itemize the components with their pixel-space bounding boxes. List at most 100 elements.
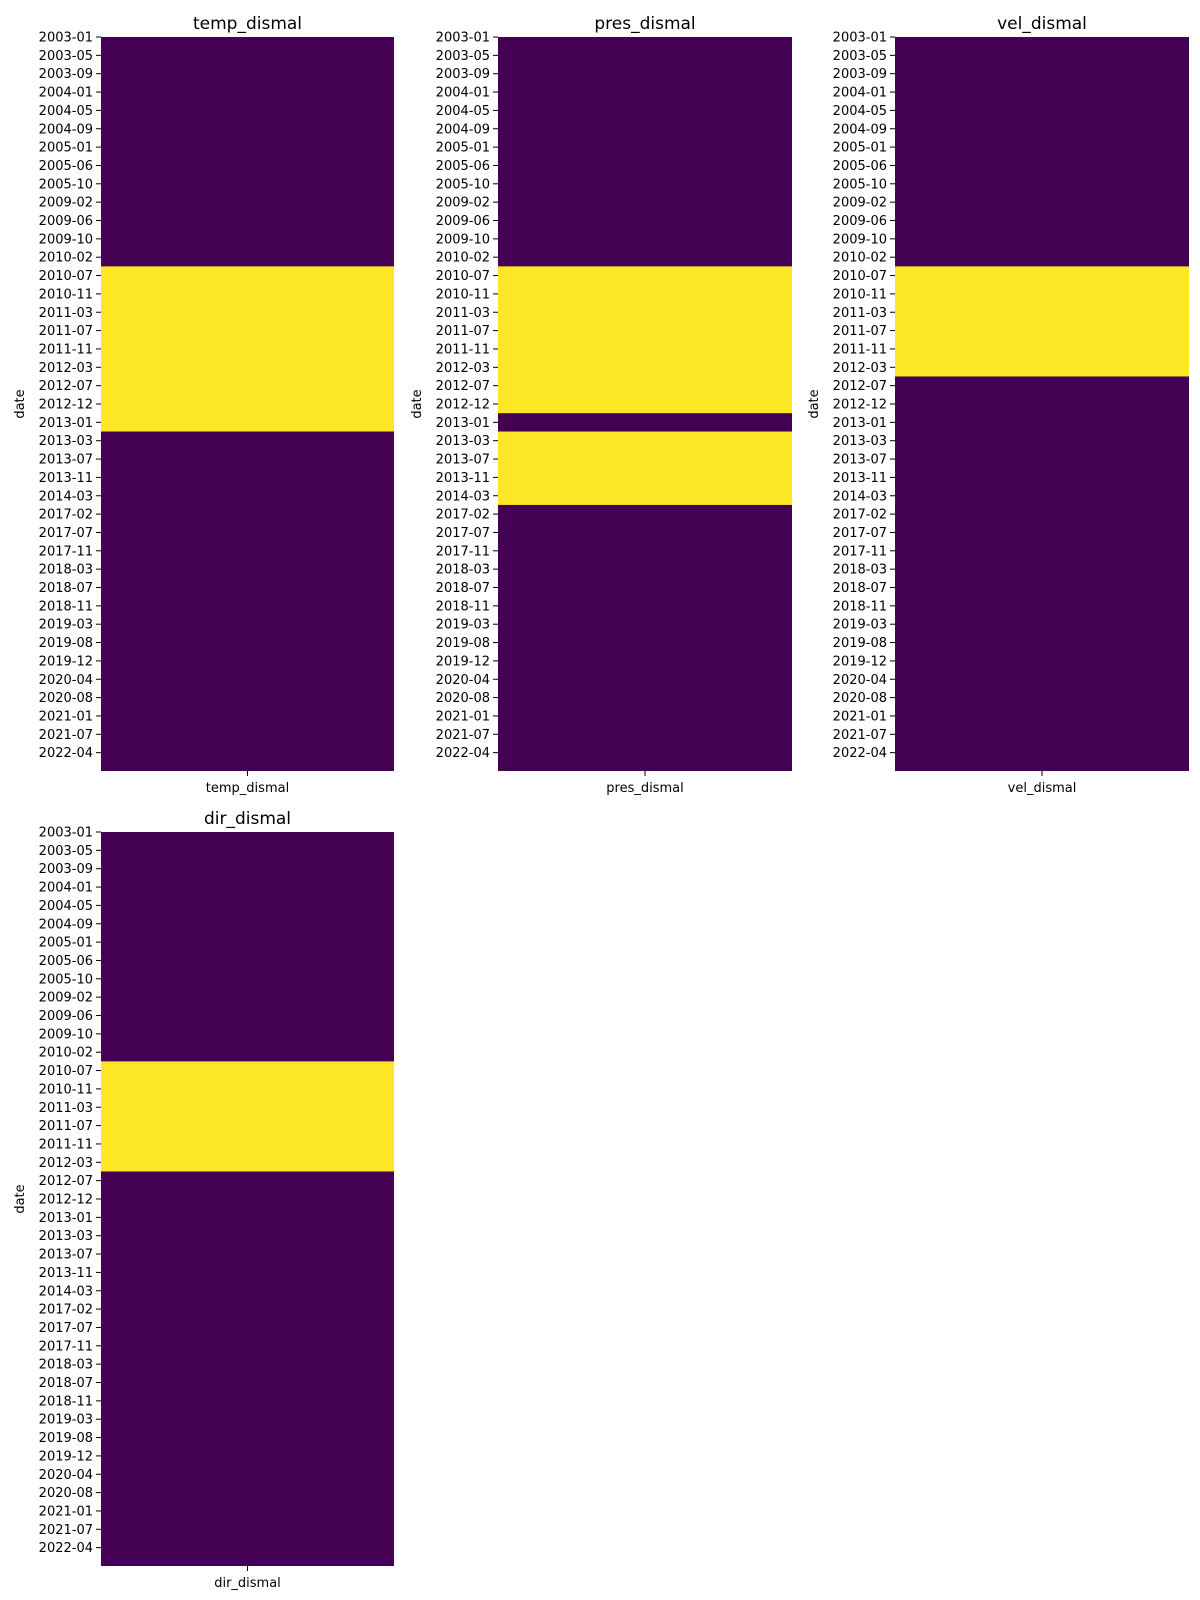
y-tick-label: 2020-08 [833, 691, 887, 706]
heatmap-background-cell [101, 832, 394, 1566]
panel-title: temp_dismal [193, 14, 302, 34]
y-tick-label: 2021-01 [39, 1504, 93, 1519]
y-tick-label: 2017-11 [39, 544, 93, 559]
y-tick-label: 2013-03 [436, 434, 490, 449]
y-tick-label: 2011-11 [39, 1137, 93, 1152]
y-tick-label: 2017-02 [39, 508, 93, 523]
y-tick-label: 2010-07 [436, 269, 490, 284]
y-tick-label: 2018-07 [39, 581, 93, 596]
y-tick-label: 2021-07 [436, 728, 490, 743]
y-tick-label: 2013-11 [436, 471, 490, 486]
y-tick-label: 2018-03 [39, 563, 93, 578]
y-tick-label: 2012-03 [39, 361, 93, 376]
y-tick-label: 2003-09 [39, 862, 93, 877]
y-tick-label: 2009-02 [39, 196, 93, 211]
y-tick-label: 2009-10 [833, 232, 887, 247]
y-tick-label: 2019-03 [436, 618, 490, 633]
y-tick-label: 2021-07 [833, 728, 887, 743]
heatmap-missing-band [498, 431, 792, 505]
y-tick-label: 2011-11 [39, 342, 93, 357]
y-tick-label: 2013-03 [39, 1229, 93, 1244]
y-tick-label: 2009-02 [833, 196, 887, 211]
y-tick-label: 2004-01 [39, 86, 93, 101]
y-tick-label: 2012-12 [39, 398, 93, 413]
y-tick-label: 2017-07 [39, 1321, 93, 1336]
y-tick-label: 2019-03 [39, 1413, 93, 1428]
y-tick-label: 2018-03 [436, 563, 490, 578]
y-tick-label: 2013-07 [833, 453, 887, 468]
y-tick-label: 2009-06 [436, 214, 490, 229]
y-tick-label: 2017-11 [833, 544, 887, 559]
y-tick-label: 2012-07 [39, 1174, 93, 1189]
y-tick-label: 2020-08 [39, 691, 93, 706]
heatmap-panel-pres_dismal: pres_dismal 2003-01 2003-05 2003-09 2004-01 2… [410, 14, 792, 796]
y-tick-label: 2010-11 [436, 287, 490, 302]
y-tick-label: 2013-07 [436, 453, 490, 468]
y-tick-label: 2022-04 [39, 1541, 93, 1556]
y-tick-label: 2009-06 [39, 1009, 93, 1024]
y-tick-label: 2014-03 [39, 489, 93, 504]
y-tick-label: 2013-01 [833, 416, 887, 431]
y-tick-label: 2013-03 [833, 434, 887, 449]
heatmap-panel-vel_dismal: vel_dismal 2003-01 2003-05 2003-09 2004-01 20… [807, 14, 1189, 796]
y-tick-label: 2004-05 [833, 104, 887, 119]
y-tick-label: 2004-09 [39, 122, 93, 137]
y-tick-label: 2014-03 [436, 489, 490, 504]
y-tick-label: 2012-12 [833, 398, 887, 413]
y-tick-label: 2013-11 [833, 471, 887, 486]
heatmap-panel-temp_dismal: temp_dismal 2003-01 2003-05 2003-09 2004-01 2… [13, 14, 394, 796]
y-tick-label: 2019-03 [39, 618, 93, 633]
y-tick-label: 2011-07 [39, 1119, 93, 1134]
y-tick-label: 2017-02 [39, 1303, 93, 1318]
y-tick-label: 2005-06 [436, 159, 490, 174]
y-tick-label: 2017-07 [436, 526, 490, 541]
y-tick-label: 2022-04 [39, 746, 93, 761]
y-tick-label: 2012-03 [833, 361, 887, 376]
y-tick-label: 2013-01 [39, 1211, 93, 1226]
y-tick-label: 2005-10 [436, 177, 490, 192]
y-tick-label: 2003-01 [39, 826, 93, 841]
y-tick-label: 2009-10 [39, 1027, 93, 1042]
x-tick-label: vel_dismal [1008, 781, 1077, 796]
y-tick-label: 2004-05 [436, 104, 490, 119]
heatmap-background-cell [895, 37, 1189, 771]
y-tick-label: 2010-11 [833, 287, 887, 302]
y-tick-label: 2010-07 [39, 269, 93, 284]
y-tick-label: 2020-04 [39, 1468, 93, 1483]
heatmap-panel-dir_dismal: dir_dismal 2003-01 2003-05 2003-09 2004-01 20… [13, 809, 394, 1591]
y-tick-label: 2009-06 [833, 214, 887, 229]
y-tick-label: 2018-07 [833, 581, 887, 596]
y-tick-label: 2019-08 [833, 636, 887, 651]
y-tick-label: 2004-09 [436, 122, 490, 137]
y-tick-label: 2010-02 [39, 251, 93, 266]
heatmap-missing-band [498, 266, 792, 414]
y-tick-label: 2011-03 [39, 1101, 93, 1116]
y-tick-label: 2003-01 [39, 31, 93, 46]
y-tick-label: 2013-01 [39, 416, 93, 431]
y-tick-label: 2003-01 [436, 31, 490, 46]
y-axis-label: date [13, 1184, 28, 1213]
y-tick-label: 2013-11 [39, 471, 93, 486]
y-tick-label: 2017-02 [436, 508, 490, 523]
y-tick-label: 2005-10 [833, 177, 887, 192]
y-tick-label: 2012-07 [436, 379, 490, 394]
y-tick-label: 2005-01 [833, 141, 887, 156]
y-tick-label: 2014-03 [39, 1284, 93, 1299]
y-tick-label: 2005-06 [39, 954, 93, 969]
y-tick-label: 2004-01 [39, 881, 93, 896]
y-tick-label: 2012-03 [436, 361, 490, 376]
y-tick-label: 2009-02 [39, 991, 93, 1006]
y-tick-label: 2005-10 [39, 177, 93, 192]
y-tick-label: 2005-06 [833, 159, 887, 174]
y-tick-label: 2004-09 [39, 917, 93, 932]
panel-title: dir_dismal [204, 809, 291, 829]
y-tick-label: 2003-05 [39, 49, 93, 64]
y-tick-label: 2003-09 [39, 67, 93, 82]
y-tick-label: 2004-01 [436, 86, 490, 101]
panel-title: pres_dismal [594, 14, 695, 34]
y-tick-label: 2011-07 [39, 324, 93, 339]
y-tick-label: 2010-07 [833, 269, 887, 284]
y-tick-label: 2013-07 [39, 1248, 93, 1263]
y-tick-label: 2012-07 [39, 379, 93, 394]
y-tick-label: 2003-01 [833, 31, 887, 46]
